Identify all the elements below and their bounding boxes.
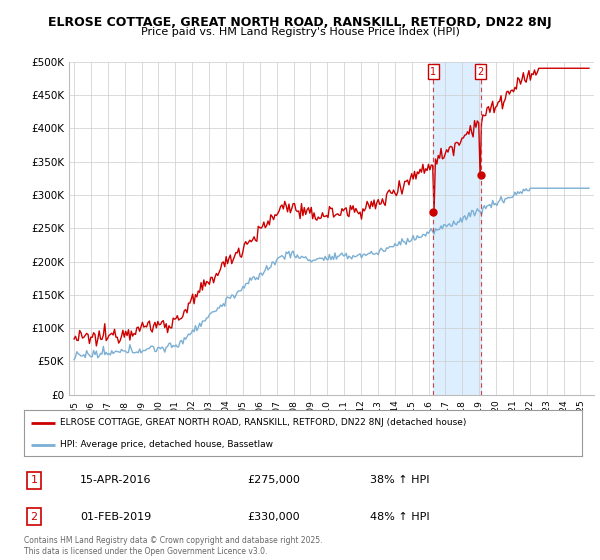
Text: £275,000: £275,000	[247, 475, 300, 485]
Text: ELROSE COTTAGE, GREAT NORTH ROAD, RANSKILL, RETFORD, DN22 8NJ: ELROSE COTTAGE, GREAT NORTH ROAD, RANSKI…	[48, 16, 552, 29]
Text: Price paid vs. HM Land Registry's House Price Index (HPI): Price paid vs. HM Land Registry's House …	[140, 27, 460, 37]
Text: 2: 2	[478, 67, 484, 77]
Text: 15-APR-2016: 15-APR-2016	[80, 475, 151, 485]
Bar	[433, 62, 481, 395]
Text: 1: 1	[31, 475, 38, 485]
Text: £330,000: £330,000	[247, 512, 300, 521]
Text: 1: 1	[430, 67, 437, 77]
Text: HPI: Average price, detached house, Bassetlaw: HPI: Average price, detached house, Bass…	[60, 440, 273, 450]
Text: 48% ↑ HPI: 48% ↑ HPI	[370, 512, 430, 521]
Text: 01-FEB-2019: 01-FEB-2019	[80, 512, 151, 521]
Text: Contains HM Land Registry data © Crown copyright and database right 2025.
This d: Contains HM Land Registry data © Crown c…	[24, 536, 323, 556]
Text: 2: 2	[31, 512, 38, 521]
Text: 38% ↑ HPI: 38% ↑ HPI	[370, 475, 430, 485]
Text: ELROSE COTTAGE, GREAT NORTH ROAD, RANSKILL, RETFORD, DN22 8NJ (detached house): ELROSE COTTAGE, GREAT NORTH ROAD, RANSKI…	[60, 418, 467, 427]
